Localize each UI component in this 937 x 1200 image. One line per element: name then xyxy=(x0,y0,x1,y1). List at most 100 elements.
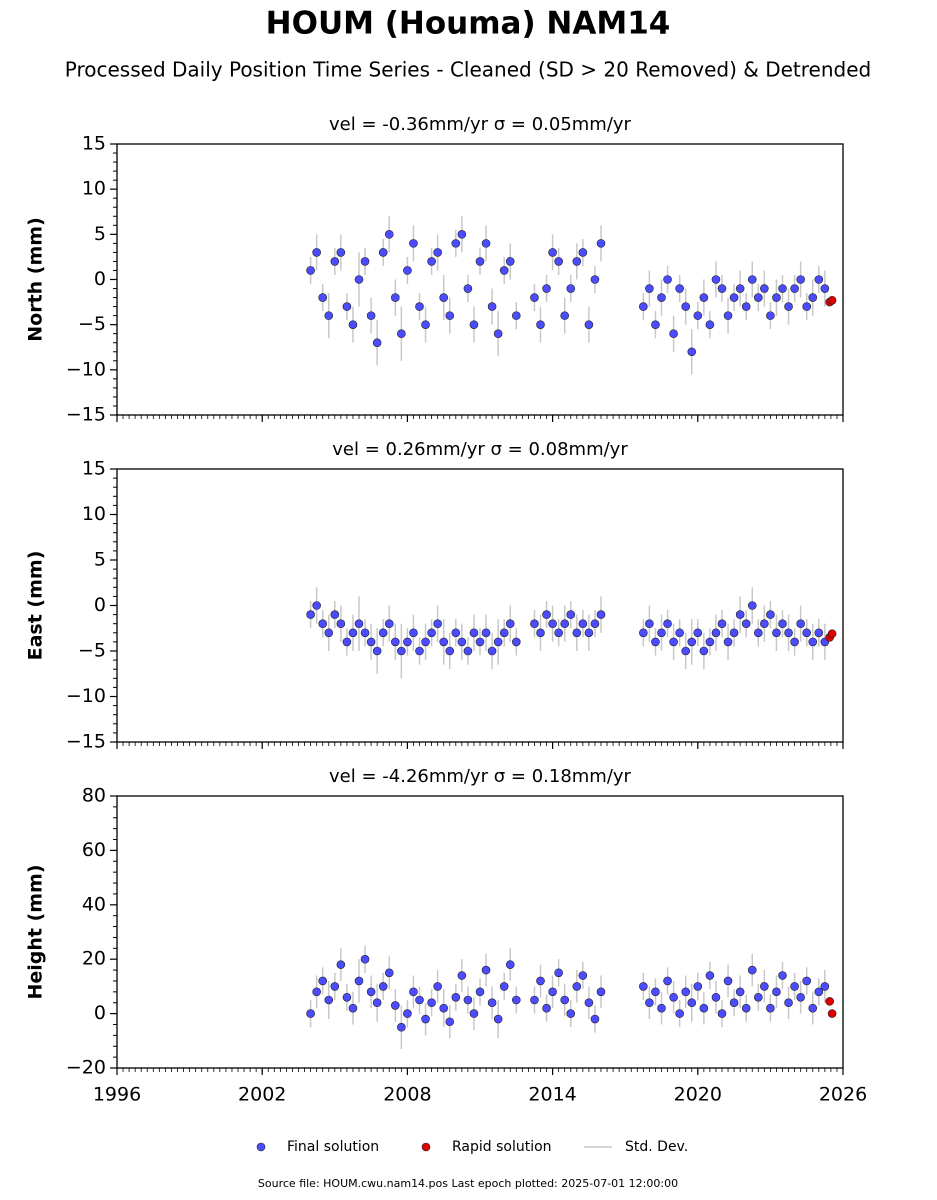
data-point xyxy=(651,987,660,997)
data-point xyxy=(397,646,406,656)
data-point xyxy=(511,637,521,647)
data-point xyxy=(330,982,340,991)
data-point xyxy=(324,995,334,1005)
y-tick-label: −15 xyxy=(66,731,106,753)
axes-frame xyxy=(116,468,844,743)
data-point xyxy=(578,971,588,980)
data-point xyxy=(747,965,757,975)
data-point xyxy=(705,320,715,329)
data-point xyxy=(439,637,449,647)
data-point xyxy=(306,266,315,275)
figure-title: HOUM (Houma) NAM14 xyxy=(266,6,671,42)
data-point xyxy=(360,954,370,964)
data-point xyxy=(318,293,328,302)
data-point xyxy=(530,293,539,302)
y-tick-label: 15 xyxy=(82,133,106,155)
data-point xyxy=(390,637,400,647)
data-point xyxy=(330,610,340,619)
data-point xyxy=(699,646,709,656)
data-point xyxy=(427,998,436,1008)
data-point xyxy=(499,266,509,275)
data-point xyxy=(693,311,703,320)
data-point xyxy=(723,976,733,986)
data-point xyxy=(753,992,763,1002)
data-point xyxy=(814,987,824,997)
data-point xyxy=(354,619,364,629)
data-point xyxy=(657,628,666,638)
data-point xyxy=(778,284,787,293)
source-note: Source file: HOUM.cwu.nam14.pos Last epo… xyxy=(258,1177,678,1190)
legend-label: Rapid solution xyxy=(452,1139,552,1155)
data-point xyxy=(639,982,648,991)
data-point xyxy=(366,987,376,997)
data-point xyxy=(681,646,691,656)
data-point xyxy=(723,637,733,647)
data-point xyxy=(717,1009,727,1018)
data-point xyxy=(669,637,678,647)
data-point xyxy=(723,311,733,320)
data-point xyxy=(590,275,600,284)
data-point xyxy=(675,284,684,293)
data-point xyxy=(457,230,467,239)
data-point xyxy=(705,637,715,647)
y-tick-label: 5 xyxy=(94,223,106,245)
data-point xyxy=(475,257,485,266)
data-point xyxy=(741,619,751,629)
data-point xyxy=(554,968,563,978)
data-point xyxy=(481,628,491,638)
data-point xyxy=(312,248,321,257)
data-point xyxy=(651,637,660,647)
data-point xyxy=(735,284,745,293)
data-point xyxy=(572,257,582,266)
data-point xyxy=(772,293,781,302)
data-point xyxy=(753,293,763,302)
data-point xyxy=(542,610,551,619)
data-point xyxy=(433,982,442,991)
data-point xyxy=(469,1009,479,1018)
data-point xyxy=(753,628,763,638)
data-point xyxy=(590,619,600,629)
y-tick-label: 0 xyxy=(94,594,106,616)
data-point xyxy=(415,646,424,656)
data-point xyxy=(566,610,576,619)
data-point xyxy=(711,275,721,284)
data-point xyxy=(409,628,418,638)
data-point xyxy=(778,971,787,980)
data-point xyxy=(354,275,364,284)
axes-frame xyxy=(116,795,844,1069)
data-point xyxy=(827,1009,837,1018)
data-point xyxy=(663,976,672,986)
data-point xyxy=(384,230,394,239)
data-point xyxy=(372,338,382,348)
data-point xyxy=(409,239,418,248)
plot-area xyxy=(306,587,837,679)
data-point xyxy=(693,628,703,638)
legend-marker xyxy=(256,1142,266,1152)
data-point xyxy=(372,998,382,1008)
x-tick-label: 2008 xyxy=(383,1084,431,1106)
data-point xyxy=(778,619,787,629)
data-point xyxy=(451,628,461,638)
data-point xyxy=(711,992,721,1002)
y-tick-label: 20 xyxy=(82,948,106,970)
data-point xyxy=(808,293,818,302)
data-point xyxy=(687,998,697,1008)
y-tick-label: 0 xyxy=(94,268,106,290)
y-tick-label: 60 xyxy=(82,839,106,861)
y-tick-label: 5 xyxy=(94,549,106,571)
data-point xyxy=(342,992,352,1002)
data-point xyxy=(511,311,521,320)
data-point xyxy=(475,987,485,997)
data-point xyxy=(645,998,654,1008)
data-point xyxy=(463,284,473,293)
data-point xyxy=(487,646,497,656)
data-point xyxy=(766,1003,775,1013)
data-point xyxy=(784,628,793,638)
data-point xyxy=(415,302,424,311)
data-point xyxy=(590,1014,600,1024)
data-point xyxy=(324,311,334,320)
data-point xyxy=(378,248,388,257)
data-point xyxy=(596,239,606,248)
data-point xyxy=(554,257,563,266)
data-point xyxy=(451,239,461,248)
